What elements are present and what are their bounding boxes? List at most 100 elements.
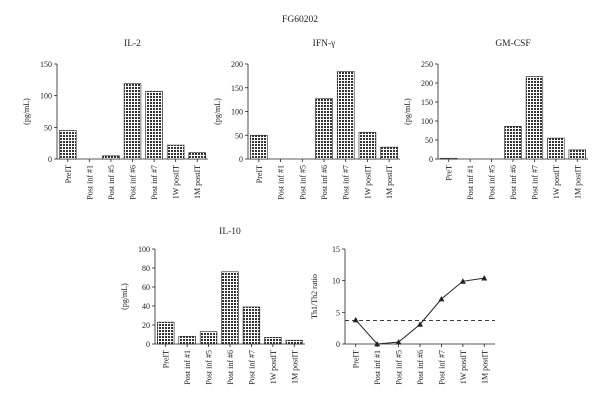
x-tick-label: Post inf #6	[226, 350, 235, 385]
y-axis-label: (pg/mL)	[403, 98, 412, 125]
x-tick-label: Post inf #1	[466, 165, 475, 200]
y-tick-label: 0	[429, 155, 433, 164]
bar	[178, 336, 196, 345]
y-tick-label: 0	[48, 155, 52, 164]
y-tick-label: 100	[138, 245, 150, 254]
x-tick-label: 1W postIT	[363, 165, 372, 199]
y-tick-label: 200	[231, 60, 243, 69]
data-point	[459, 278, 466, 284]
x-tick-label: 1W postIT	[459, 350, 468, 384]
bar	[264, 337, 282, 345]
bar	[250, 134, 268, 160]
bar	[547, 137, 565, 160]
bar	[504, 126, 522, 160]
bar	[102, 155, 120, 160]
x-tick-label: Post inf #7	[437, 350, 446, 385]
bar	[336, 71, 355, 160]
x-tick-label: 1M postIT	[385, 165, 394, 199]
figure-title: FG60202	[282, 15, 318, 25]
x-tick-label: Post inf #6	[320, 165, 329, 200]
bar	[166, 144, 185, 160]
bar	[157, 321, 175, 345]
bar	[380, 146, 398, 160]
y-tick-label: 80	[142, 264, 150, 273]
x-tick-label: Post inf #1	[373, 350, 382, 385]
bar	[242, 306, 261, 345]
x-tick-label: PreIT	[255, 165, 264, 183]
y-tick-label: 10	[332, 277, 340, 286]
data-point	[417, 321, 423, 327]
bar	[221, 271, 239, 345]
y-axis-label: (pg/mL)	[22, 98, 31, 125]
bar	[188, 152, 206, 160]
data-point	[438, 296, 445, 302]
y-tick-label: 100	[40, 92, 52, 101]
data-point	[395, 339, 402, 345]
y-tick-label: 100	[231, 108, 243, 117]
x-tick-label: Post inf #1	[85, 165, 94, 200]
x-tick-label: PreIT	[162, 350, 171, 368]
bar	[285, 339, 303, 345]
bar	[568, 149, 586, 160]
y-tick-label: 50	[235, 131, 243, 140]
bar	[59, 130, 77, 160]
x-tick-label: Post inf #6	[416, 350, 425, 385]
x-tick-label: Post inf #5	[488, 165, 497, 200]
chart-title: IL-10	[219, 227, 241, 237]
x-tick-label: PreIT	[64, 165, 73, 183]
x-tick-label: 1M postIT	[573, 165, 582, 199]
x-tick-label: Post inf #1	[277, 165, 286, 200]
chart-panel-0: IL-2 0 50 100 150 (pg/mL) PreIT Post inf #1 Post…	[22, 39, 208, 200]
y-tick-label: 250	[421, 60, 433, 69]
bar	[199, 331, 218, 345]
y-tick-label: 0	[336, 340, 340, 349]
y-tick-label: 150	[421, 98, 433, 107]
bar	[440, 157, 458, 160]
data-point	[352, 316, 359, 323]
bar	[315, 98, 333, 160]
chart-panel-2: GM-CSF 0 50 100 150 200 250 (pg/mL) PreT Post inf…	[403, 39, 588, 200]
y-tick-label: 50	[425, 136, 433, 145]
bar	[358, 132, 377, 160]
chart-panel-1: IFN-γ 0 50 100 150 200 (pg/mL) PreIT Post inf #1…	[213, 39, 400, 200]
data-point	[374, 341, 381, 347]
x-tick-label: 1M postIT	[290, 350, 299, 384]
y-tick-label: 20	[142, 321, 150, 330]
x-tick-label: 1W postIT	[172, 165, 181, 199]
x-tick-label: Post inf #5	[395, 350, 404, 385]
chart-panel-3: IL-10 0 20 40 60 80 100 (pg/mL) PreIT Post inf #1…	[120, 227, 305, 385]
chart-panel-4: 0 5 10 15 Th1/Th2 ratio PreIT Post inf #1 Post …	[310, 245, 495, 385]
bar	[145, 90, 163, 160]
x-tick-label: Post inf #7	[247, 350, 256, 385]
x-tick-label: 1M postIT	[480, 350, 489, 384]
data-point	[481, 275, 488, 281]
y-tick-label: 5	[336, 308, 340, 317]
chart-title: GM-CSF	[495, 39, 530, 49]
x-tick-label: Post inf #7	[530, 165, 539, 200]
series-line	[355, 277, 485, 345]
x-tick-label: Post inf #6	[129, 165, 138, 200]
y-tick-label: 150	[231, 84, 243, 93]
x-tick-label: 1W postIT	[552, 165, 561, 199]
y-tick-label: 40	[142, 302, 150, 311]
y-tick-label: 150	[40, 60, 52, 69]
y-tick-label: 200	[421, 79, 433, 88]
y-tick-label: 50	[44, 123, 52, 132]
x-tick-label: Post inf #5	[298, 165, 307, 200]
bar	[123, 83, 142, 160]
x-tick-label: 1W postIT	[269, 350, 278, 384]
x-tick-label: 1M postIT	[193, 165, 202, 199]
x-tick-label: PreIT	[352, 350, 361, 368]
y-tick-label: 0	[146, 340, 150, 349]
x-tick-label: PreT	[445, 165, 454, 181]
x-tick-label: Post inf #6	[509, 165, 518, 200]
x-tick-label: Post inf #5	[205, 350, 214, 385]
x-tick-label: Post inf #5	[107, 165, 116, 200]
y-tick-label: 0	[239, 155, 243, 164]
y-tick-label: 100	[421, 117, 433, 126]
x-tick-label: Post inf #7	[342, 165, 351, 200]
chart-title: IL-2	[124, 39, 141, 49]
y-tick-label: 15	[332, 245, 340, 254]
y-axis-label: (pg/mL)	[213, 98, 222, 125]
